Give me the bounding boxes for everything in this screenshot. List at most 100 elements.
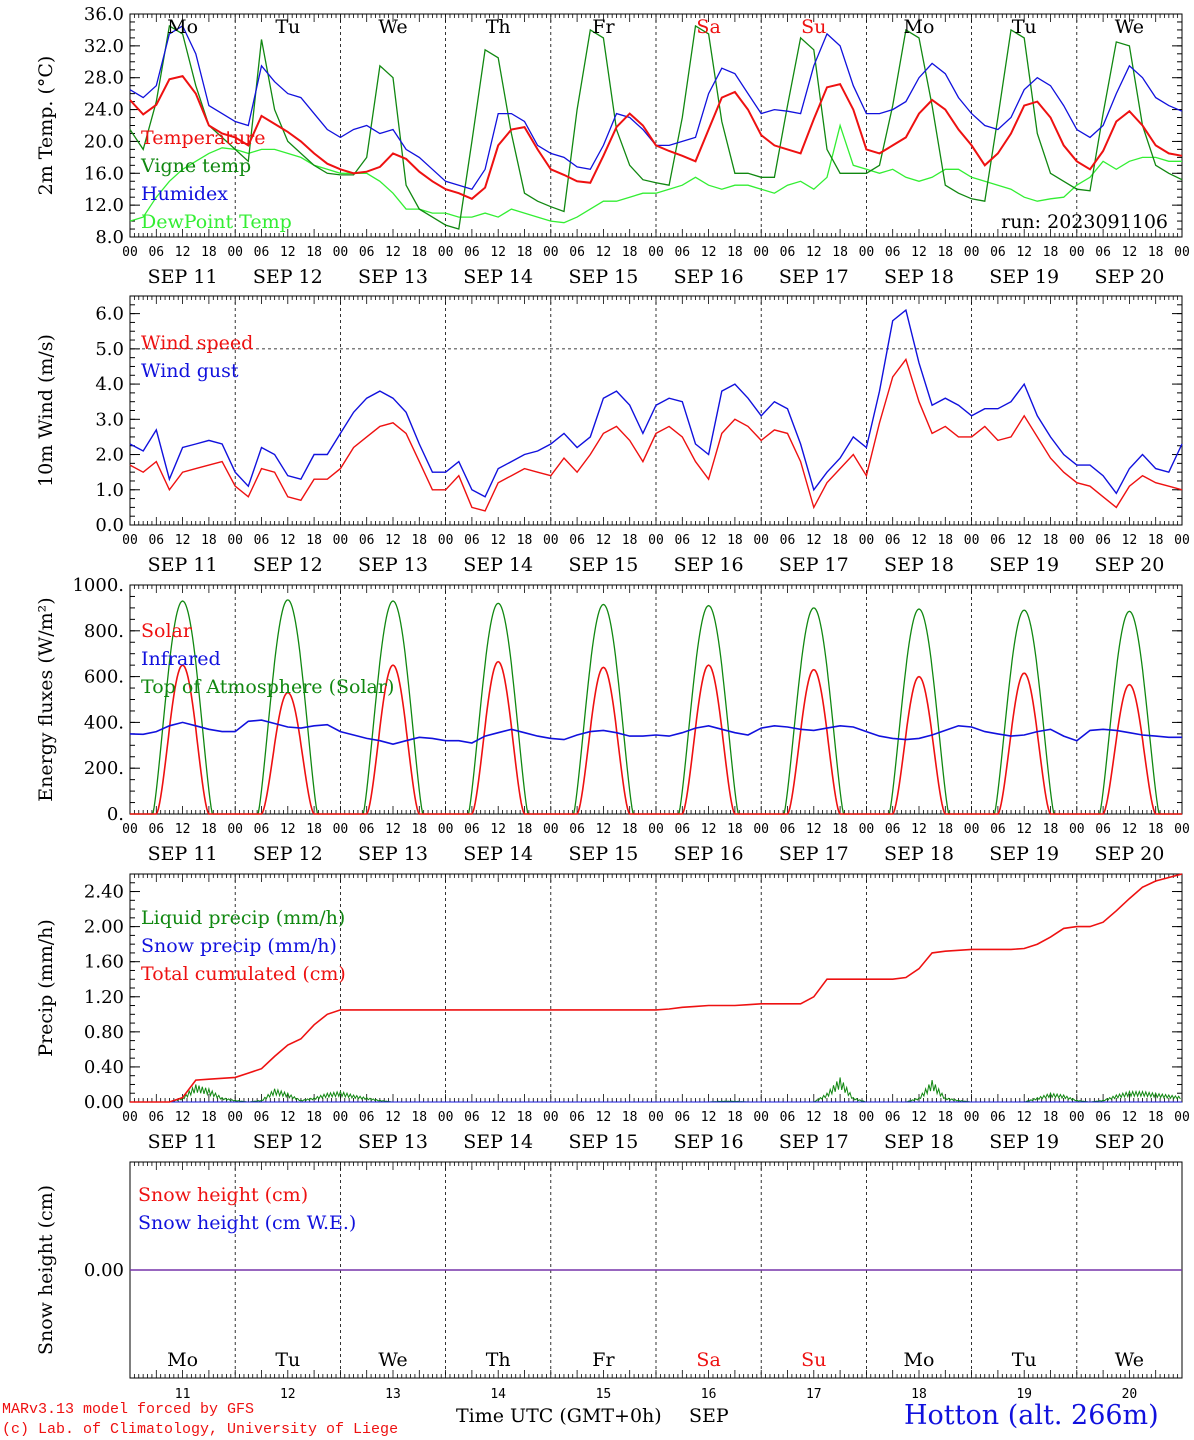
hour-tick-label: 18 bbox=[832, 1110, 848, 1125]
hour-tick-label: 06 bbox=[569, 1110, 585, 1125]
hour-tick-label: 18 bbox=[937, 1110, 953, 1125]
y-tick-label: 0.00 bbox=[84, 1260, 124, 1281]
hour-tick-label: 06 bbox=[148, 533, 164, 548]
y-tick-label: 1.0 bbox=[95, 480, 124, 501]
hour-tick-label: 12 bbox=[701, 822, 717, 837]
hour-tick-label: 18 bbox=[832, 245, 848, 260]
y-tick-label: 16.0 bbox=[84, 163, 124, 184]
hour-tick-label: 06 bbox=[1095, 822, 1111, 837]
day-label: Sa bbox=[696, 16, 720, 38]
credit-line: (c) Lab. of Climatology, University of L… bbox=[2, 1421, 399, 1438]
station-name: Hotton (alt. 266m) bbox=[904, 1400, 1159, 1431]
day-label: Su bbox=[801, 1349, 826, 1371]
hour-tick-label: 18 bbox=[1043, 533, 1059, 548]
hour-tick-label: 00 bbox=[964, 1110, 980, 1125]
day-label: We bbox=[378, 16, 407, 38]
y-tick-label: 200. bbox=[84, 758, 124, 779]
y-tick-label: 32.0 bbox=[84, 36, 124, 57]
hour-tick-label: 06 bbox=[990, 245, 1006, 260]
hour-tick-label: 00 bbox=[438, 822, 454, 837]
hour-tick-label: 12 bbox=[911, 822, 927, 837]
series-line-wind-speed bbox=[129, 357, 1183, 512]
date-label: SEP 20 bbox=[1094, 1131, 1164, 1153]
date-label: SEP 19 bbox=[989, 843, 1059, 865]
time-axis-label: Time UTC (GMT+0h) bbox=[456, 1405, 662, 1427]
hour-tick-label: 06 bbox=[1095, 533, 1111, 548]
date-label: SEP 15 bbox=[568, 843, 638, 865]
y-tick-label: 2.40 bbox=[84, 882, 124, 903]
hour-tick-label: 12 bbox=[490, 822, 506, 837]
hour-tick-label: 06 bbox=[148, 245, 164, 260]
y-tick-label: 1000. bbox=[72, 575, 124, 596]
hour-tick-label: 00 bbox=[1174, 822, 1190, 837]
hour-tick-label: 06 bbox=[464, 1110, 480, 1125]
date-label: SEP 15 bbox=[568, 554, 638, 576]
day-label: Tu bbox=[1012, 16, 1037, 38]
panel-temperature: 8.0 12.0 16.0 20.0 24.0 28.0 32.0 36.0 2m Temp. … bbox=[35, 4, 1190, 288]
hour-tick-label: 18 bbox=[411, 1110, 427, 1125]
hour-tick-label: 00 bbox=[648, 1110, 664, 1125]
hour-tick-label: 00 bbox=[648, 245, 664, 260]
hour-tick-label: 06 bbox=[885, 822, 901, 837]
date-label: SEP 11 bbox=[148, 554, 218, 576]
hour-tick-label: 06 bbox=[780, 245, 796, 260]
hour-tick-label: 12 bbox=[385, 1110, 401, 1125]
day-label: We bbox=[1115, 16, 1144, 38]
hour-tick-label: 00 bbox=[1174, 1110, 1190, 1125]
panel-precip: 0.00 0.40 0.80 1.20 1.60 2.00 2.40 Precip (mm/h… bbox=[35, 873, 1190, 1153]
hour-tick-label: 12 bbox=[175, 822, 191, 837]
date-label: SEP 11 bbox=[148, 843, 218, 865]
hour-tick-label: 00 bbox=[122, 822, 138, 837]
hour-tick-label: 18 bbox=[937, 822, 953, 837]
day-number-label: 11 bbox=[175, 1387, 191, 1402]
y-tick-label: 0.00 bbox=[84, 1092, 124, 1113]
hour-tick-label: 00 bbox=[438, 1110, 454, 1125]
date-label: SEP 11 bbox=[148, 1131, 218, 1153]
model-credit: MARv3.13 model forced by GFS (c) Lab. of… bbox=[2, 1400, 398, 1440]
hour-tick-label: 00 bbox=[543, 245, 559, 260]
hour-tick-label: 18 bbox=[832, 533, 848, 548]
y-axis-label: 10m Wind (m/s) bbox=[35, 334, 57, 487]
hour-tick-label: 18 bbox=[201, 533, 217, 548]
y-tick-label: 24.0 bbox=[84, 100, 124, 121]
hour-tick-label: 06 bbox=[359, 245, 375, 260]
day-label: We bbox=[378, 1349, 407, 1371]
date-label: SEP 16 bbox=[674, 843, 744, 865]
legend-entry: Solar bbox=[141, 620, 193, 642]
hour-tick-label: 18 bbox=[1043, 1110, 1059, 1125]
hour-tick-label: 12 bbox=[806, 1110, 822, 1125]
date-label: SEP 13 bbox=[358, 1131, 428, 1153]
hour-tick-label: 18 bbox=[622, 533, 638, 548]
series-line-temperature bbox=[129, 74, 1183, 200]
hour-tick-label: 00 bbox=[227, 245, 243, 260]
hour-tick-label: 18 bbox=[622, 1110, 638, 1125]
hour-tick-label: 18 bbox=[306, 245, 322, 260]
y-axis-label: Energy fluxes (W/m²) bbox=[35, 597, 57, 801]
hour-tick-label: 12 bbox=[1016, 1110, 1032, 1125]
hour-tick-label: 06 bbox=[780, 1110, 796, 1125]
date-label: SEP 14 bbox=[463, 843, 533, 865]
hour-tick-label: 18 bbox=[727, 1110, 743, 1125]
hour-tick-label: 06 bbox=[674, 1110, 690, 1125]
hour-tick-label: 00 bbox=[543, 1110, 559, 1125]
hour-tick-label: 12 bbox=[280, 822, 296, 837]
hour-tick-label: 06 bbox=[569, 533, 585, 548]
legend-entry: Wind speed bbox=[141, 332, 253, 354]
legend-entry: Vigne temp bbox=[140, 155, 251, 177]
hour-tick-label: 06 bbox=[990, 1110, 1006, 1125]
hour-tick-label: 12 bbox=[701, 1110, 717, 1125]
hour-tick-label: 00 bbox=[648, 822, 664, 837]
date-label: SEP 20 bbox=[1094, 843, 1164, 865]
date-label: SEP 14 bbox=[463, 554, 533, 576]
legend-entry: Liquid precip (mm/h) bbox=[141, 907, 345, 929]
hour-tick-label: 00 bbox=[543, 822, 559, 837]
panel-snow: 0.00 Snow height (cm) Snow height (cm) Snow… bbox=[35, 1161, 1183, 1402]
hour-tick-label: 06 bbox=[359, 1110, 375, 1125]
y-tick-label: 12.0 bbox=[84, 195, 124, 216]
y-tick-label: 1.20 bbox=[84, 987, 124, 1008]
y-tick-label: 0.80 bbox=[84, 1022, 124, 1043]
hour-tick-label: 12 bbox=[385, 245, 401, 260]
hour-tick-label: 12 bbox=[596, 533, 612, 548]
day-label: Mo bbox=[904, 16, 935, 38]
